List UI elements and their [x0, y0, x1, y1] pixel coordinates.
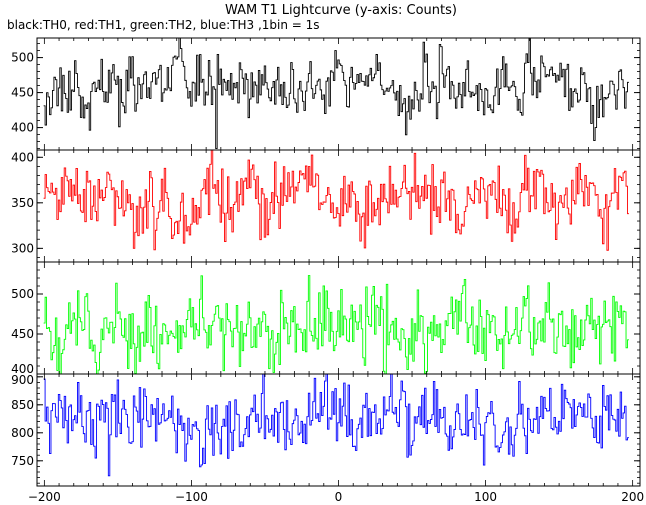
x-tick-label: 100	[474, 490, 497, 504]
y-tick-label: 450	[11, 327, 34, 341]
y-tick-label: 400	[11, 150, 34, 164]
y-tick-label: 450	[11, 86, 34, 100]
y-tick-label: 400	[11, 362, 34, 376]
x-axis: −200 −100 0 100 200	[28, 490, 644, 504]
series-line-th3	[43, 374, 629, 477]
panel-th3: 750 800 850 900	[11, 373, 641, 487]
panel-frame	[36, 37, 641, 151]
y-tick-label: 850	[11, 398, 34, 412]
series-line-th1	[43, 150, 629, 251]
x-tick-label: −100	[175, 490, 208, 504]
series-line-th2	[43, 275, 629, 374]
y-tick-label: 350	[11, 196, 34, 210]
panel-th0: 400 450 500	[11, 37, 641, 151]
x-tick-label: −200	[28, 490, 61, 504]
y-tick-label: 400	[11, 121, 34, 135]
y-tick-label: 750	[11, 454, 34, 468]
x-tick-label: 200	[621, 490, 644, 504]
panel-th2: 400 450 500	[11, 261, 641, 376]
y-tick-label: 500	[11, 51, 34, 65]
panel-th1: 300 350 400	[11, 149, 641, 263]
chart-title: WAM T1 Lightcurve (y-axis: Counts)	[225, 3, 457, 18]
x-tick-label: 0	[335, 490, 343, 504]
chart-subtitle: black:TH0, red:TH1, green:TH2, blue:TH3 …	[7, 18, 320, 32]
y-tick-label: 800	[11, 426, 34, 440]
series-line-th0	[43, 38, 629, 150]
y-tick-label: 900	[11, 373, 34, 387]
y-tick-label: 300	[11, 241, 34, 255]
panel-frame	[36, 149, 641, 263]
panels-group: 400 450 500 300 350 400 400 450 500 750 800 850 900	[11, 37, 641, 487]
y-tick-label: 500	[11, 287, 34, 301]
